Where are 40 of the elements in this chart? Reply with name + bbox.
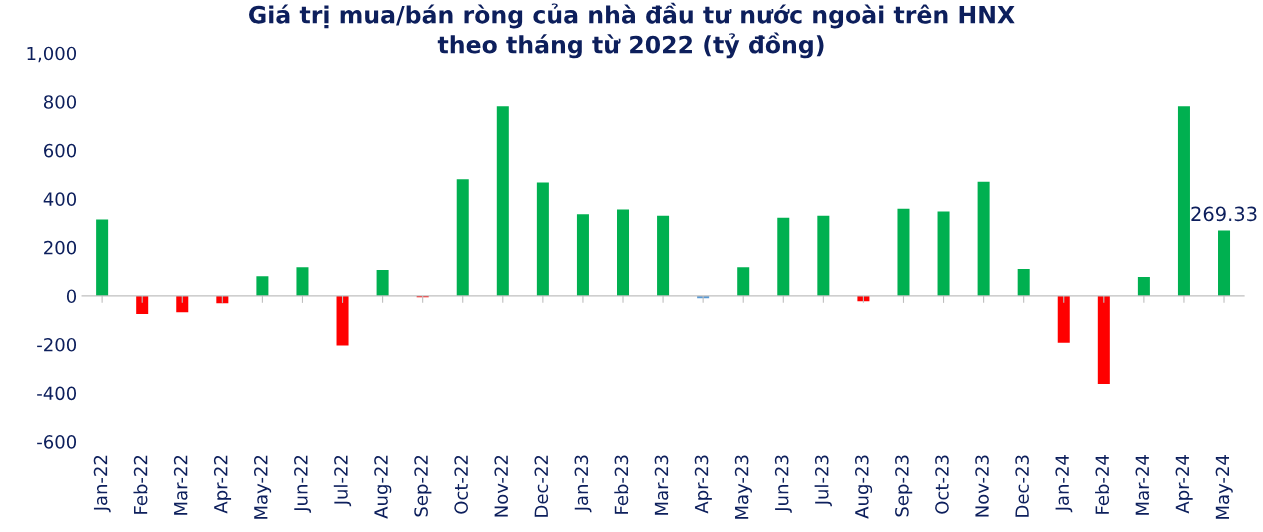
- y-tick-label: 600: [44, 143, 77, 158]
- x-tick-label: Dec-23: [1015, 455, 1029, 517]
- x-tick-label: May-23: [734, 455, 752, 519]
- x-tick-label: Aug-22: [374, 455, 392, 519]
- x-tick-label: Apr-23: [694, 455, 712, 514]
- x-tick-label: Jul-23: [814, 455, 832, 507]
- y-tick-label: 400: [43, 192, 77, 206]
- x-tick-label: Aug-23: [854, 455, 873, 519]
- x-tick-label: May-24: [1215, 455, 1233, 519]
- x-tick-label: Sep-22: [414, 455, 432, 517]
- x-tick-label: Oct-23: [935, 455, 949, 514]
- x-tick-label: Sep-23: [895, 455, 913, 517]
- chart-title: Giá trị mua/bán ròng của nhà đầu tư nước ngoài trên HNX theo tháng từ 2022 (tỷ đồng): [249, 2, 1015, 59]
- x-tick-label: Jan-22: [93, 455, 111, 513]
- x-tick-label: Feb-24: [1095, 455, 1110, 514]
- x-tick-label: Apr-24: [1175, 455, 1193, 514]
- x-tick-label: Feb-23: [614, 455, 629, 514]
- y-tick-label: 1,000: [27, 46, 77, 63]
- x-tick-label: Jan-24: [1055, 455, 1073, 513]
- y-tick-label: -400: [37, 386, 77, 401]
- x-tick-label: Nov-22: [494, 455, 509, 517]
- x-tick-label: Mar-24: [1135, 455, 1150, 515]
- x-tick-label: Nov-23: [975, 455, 989, 517]
- x-tick-label: Mar-22: [173, 455, 188, 515]
- x-tick-label: Jun-23: [774, 455, 792, 513]
- y-tick-label: 200: [44, 240, 77, 255]
- x-tick-label: Dec-22: [534, 455, 549, 517]
- x-tick-label: Jan-23: [574, 455, 592, 513]
- y-tick-label: -200: [37, 337, 77, 352]
- y-tick-label: 0: [66, 289, 77, 304]
- x-tick-label: Oct-22: [454, 455, 468, 514]
- x-tick-label: May-22: [253, 455, 272, 519]
- y-tick-label: -600: [37, 435, 77, 449]
- data-label: 269.33: [1191, 206, 1257, 222]
- x-tick-label: Jun-22: [294, 455, 312, 513]
- x-tick-label: Jul-22: [333, 455, 352, 507]
- x-tick-label: Mar-23: [654, 455, 669, 515]
- x-tick-label: Feb-22: [133, 455, 148, 514]
- y-tick-label: 800: [43, 95, 77, 109]
- x-tick-label: Apr-22: [213, 455, 232, 514]
